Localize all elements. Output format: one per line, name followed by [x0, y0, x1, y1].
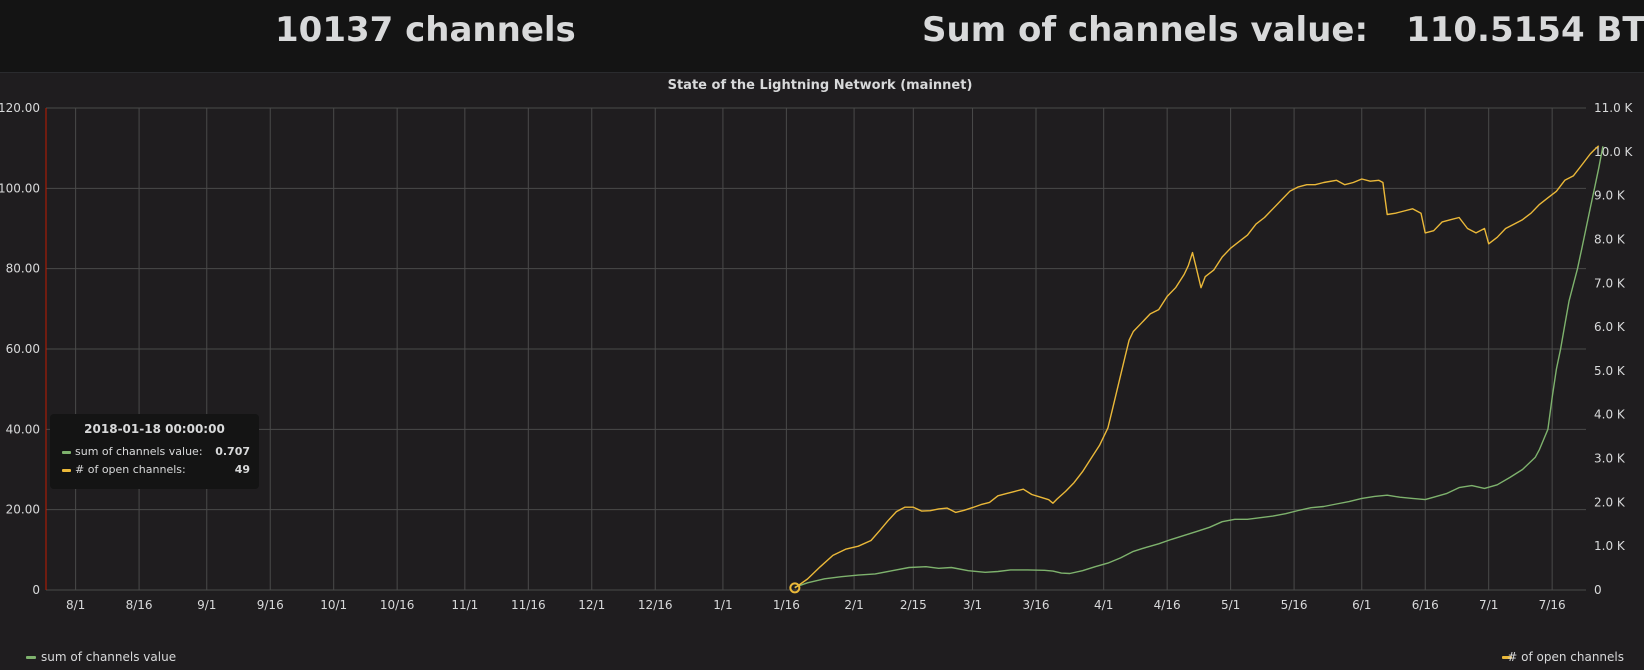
x-tick-label: 8/1 [66, 598, 85, 612]
sum-value-label: Sum of channels value: [922, 10, 1369, 50]
x-tick-label: 6/1 [1352, 598, 1371, 612]
y-right-tick-label: 3.0 K [1594, 452, 1626, 466]
x-tick-label: 7/1 [1479, 598, 1498, 612]
y-right-tick-label: 0 [1594, 583, 1602, 597]
chart-title: State of the Lightning Network (mainnet) [668, 78, 973, 93]
axes-layer: 0 20.00 40.00 60.00 80.00 100.00 120.00 0 1.0 K 2… [0, 101, 1634, 612]
y-left-tick-label: 40.00 [6, 422, 40, 436]
grid-layer [46, 107, 1586, 591]
series-line-value [794, 146, 1604, 588]
y-right-tick-label: 6.0 K [1594, 320, 1626, 334]
tooltip-row-value: sum of channels value: 0.707 [62, 445, 250, 461]
legend-item-value[interactable]: sum of channels value [41, 650, 176, 664]
legend-swatch-channels [1502, 656, 1512, 659]
x-tick-label: 3/16 [1023, 598, 1050, 612]
x-tick-label: 8/16 [126, 598, 153, 612]
series-layer [789, 145, 1604, 594]
tooltip-value-channels: 49 [234, 463, 250, 476]
legend-swatch-value [26, 656, 36, 659]
x-tick-label: 1/1 [713, 598, 732, 612]
y-left-tick-label: 100.00 [0, 181, 40, 195]
y-left-tick-label: 80.00 [6, 262, 40, 276]
y-right-tick-label: 9.0 K [1594, 189, 1626, 203]
x-tick-label: 9/1 [197, 598, 216, 612]
x-tick-label: 10/1 [320, 598, 347, 612]
hover-point-marker [789, 582, 801, 594]
sum-value-number: 110.5154 BTC [1406, 10, 1644, 50]
x-tick-label: 2/1 [844, 598, 863, 612]
hover-tooltip: 2018-01-18 00:00:00 sum of channels valu… [50, 414, 259, 489]
tooltip-row-channels: # of open channels: 49 [62, 463, 250, 479]
x-tick-label: 11/16 [511, 598, 546, 612]
sum-value-stat: Sum of channels value: 110.5154 BTC [922, 6, 1644, 54]
stats-header: 10137 channels Sum of channels value: 110… [0, 0, 1644, 73]
y-left-tick-label: 20.00 [6, 503, 40, 517]
x-tick-label: 5/16 [1281, 598, 1308, 612]
y-right-tick-label: 8.0 K [1594, 232, 1626, 246]
x-tick-label: 4/1 [1094, 598, 1113, 612]
x-tick-label: 11/1 [451, 598, 478, 612]
y-right-tick-label: 5.0 K [1594, 364, 1626, 378]
y-right-tick-label: 7.0 K [1594, 276, 1626, 290]
y-right-tick-label: 11.0 K [1594, 101, 1634, 115]
x-tick-label: 7/16 [1539, 598, 1566, 612]
channel-count-stat: 10137 channels [275, 10, 576, 50]
tooltip-time: 2018-01-18 00:00:00 [84, 422, 225, 436]
x-tick-label: 1/16 [773, 598, 800, 612]
x-tick-label: 5/1 [1221, 598, 1240, 612]
y-left-tick-label: 60.00 [6, 342, 40, 356]
y-right-tick-label: 1.0 K [1594, 539, 1626, 553]
tooltip-label-channels: # of open channels: [75, 463, 186, 476]
x-tick-label: 12/16 [638, 598, 673, 612]
y-left-tick-label: 0 [32, 583, 40, 597]
x-tick-label: 6/16 [1412, 598, 1439, 612]
tooltip-value-value: 0.707 [215, 445, 250, 458]
legend-item-channels[interactable]: # of open channels [1507, 650, 1624, 664]
graph-panel[interactable]: State of the Lightning Network (mainnet)… [0, 73, 1644, 670]
tooltip-swatch-channels [62, 469, 71, 472]
x-tick-label: 2/15 [900, 598, 927, 612]
x-tick-label: 4/16 [1154, 598, 1181, 612]
x-tick-label: 3/1 [963, 598, 982, 612]
y-right-tick-label: 10.0 K [1594, 145, 1634, 159]
y-right-tick-label: 2.0 K [1594, 495, 1626, 509]
lightning-network-chart[interactable]: State of the Lightning Network (mainnet)… [0, 73, 1644, 670]
series-line-channels [794, 145, 1600, 589]
y-right-tick-label: 4.0 K [1594, 408, 1626, 422]
x-tick-label: 9/16 [257, 598, 284, 612]
x-tick-label: 10/16 [380, 598, 415, 612]
x-tick-label: 12/1 [578, 598, 605, 612]
tooltip-swatch-value [62, 451, 71, 454]
y-left-tick-label: 120.00 [0, 101, 40, 115]
legend-layer: sum of channels value # of open channels [26, 650, 1624, 664]
tooltip-label-value: sum of channels value: [75, 445, 203, 458]
